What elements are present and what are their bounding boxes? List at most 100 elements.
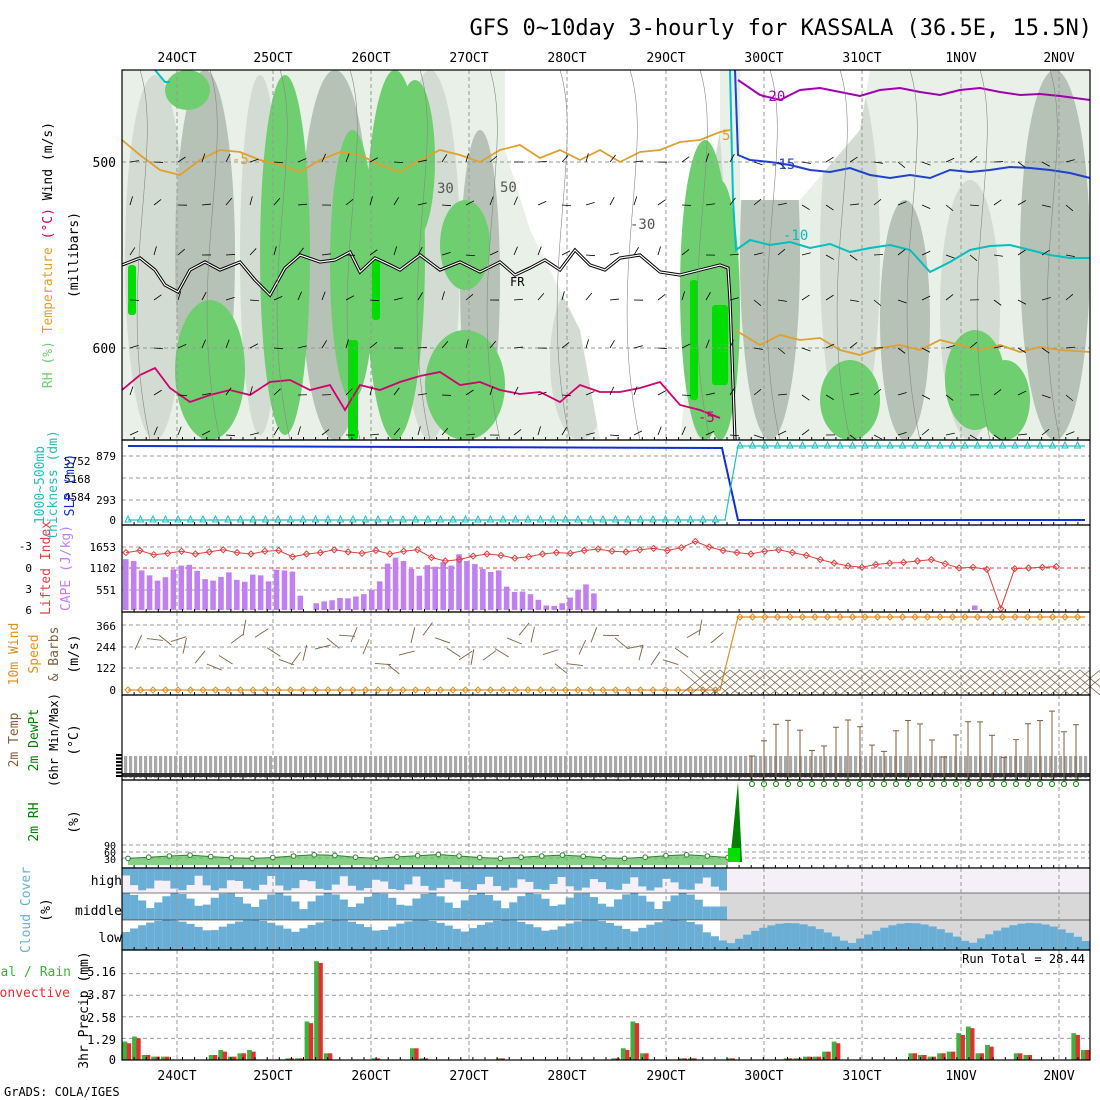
cape-bar — [146, 575, 153, 610]
temp-range-bar — [169, 756, 173, 778]
cloud-high-bar — [686, 868, 695, 890]
wind-barb — [129, 344, 139, 349]
wind-barb — [825, 204, 834, 211]
precip-convective-bar — [375, 1058, 381, 1060]
precip-total-bar — [937, 1053, 942, 1060]
wind-barb — [158, 634, 172, 646]
wind-barb — [1065, 346, 1075, 349]
dewpoint-marker — [1049, 781, 1055, 787]
cloud-high-bar — [444, 868, 453, 880]
thickness-marker — [461, 514, 470, 523]
temp-tick-mark — [116, 768, 122, 770]
li-marker — [636, 546, 644, 554]
dewpoint-marker — [881, 781, 887, 787]
thickness-marker — [174, 514, 182, 523]
li-marker — [261, 547, 269, 555]
wind-barb — [585, 292, 593, 301]
wind-barb — [921, 428, 930, 436]
precip-total-bar — [237, 1053, 243, 1060]
rh-tick: 90 — [104, 841, 116, 852]
thickness-marker — [436, 514, 445, 523]
cloud-high-bar — [138, 868, 147, 891]
temp-range-bar — [989, 756, 993, 778]
cloud-high-bar — [130, 868, 139, 886]
wind-barb — [801, 204, 810, 211]
thickness-marker — [861, 440, 869, 449]
rh-spike — [730, 782, 742, 862]
thickness-tick: 5752 — [64, 455, 91, 468]
wind-barb — [729, 387, 736, 396]
dewpoint-marker — [821, 781, 827, 787]
wind-barb — [633, 386, 638, 396]
precip-convective-bar — [941, 1053, 946, 1060]
cloud-high-bar — [565, 868, 574, 887]
temp-range-bar — [374, 756, 378, 778]
cloud-low-bar — [468, 928, 477, 950]
precip-total-bar — [323, 1053, 329, 1060]
wind-barb — [705, 392, 715, 396]
cloud-high-bar — [154, 868, 163, 881]
wind-barb — [1065, 204, 1074, 212]
cloud-low-bar — [339, 920, 348, 950]
cloud-mid-bar — [444, 902, 453, 920]
cloud-high-bar — [331, 868, 340, 885]
cloud-low-bar — [831, 936, 840, 950]
temp-range-bar — [734, 756, 738, 778]
wind-barb — [849, 342, 858, 349]
temp-range-bar — [579, 756, 583, 778]
wind-barb — [897, 347, 906, 354]
cloud-high-bar — [178, 868, 187, 891]
cloud-high-bar — [404, 868, 413, 885]
temp-range-bar — [149, 756, 153, 778]
temp-range-bar — [134, 756, 138, 778]
cloud-high-bar — [323, 868, 332, 891]
wind-barb — [897, 201, 907, 206]
date-tick-top: 2NOV — [1043, 51, 1074, 66]
rh-shade-green — [330, 130, 375, 400]
wind-barb — [513, 246, 518, 256]
wind-barb — [777, 393, 787, 396]
cloud-low-bar — [969, 942, 978, 950]
cloud-low-bar — [436, 922, 445, 950]
temp-range-bar — [949, 756, 953, 778]
wind-barb — [369, 299, 380, 302]
thickness-marker — [286, 514, 295, 523]
temp-range-bar — [1049, 756, 1053, 778]
temp-range-bar — [999, 756, 1003, 778]
cloud-low-bar — [396, 923, 405, 950]
wind-marker — [399, 686, 407, 694]
cape-tick: 1653 — [90, 541, 117, 554]
wind-barb — [345, 153, 350, 163]
dewpoint-marker — [905, 781, 911, 787]
wind-marker — [773, 613, 782, 621]
temp-range-bar — [1019, 756, 1023, 778]
cloud-high-bar — [501, 868, 510, 891]
cape-bar — [551, 605, 558, 610]
wind-barb — [801, 429, 810, 436]
precip-convective-bar — [816, 1056, 822, 1060]
cloud-mid-bar — [565, 897, 574, 920]
wind-barb — [638, 644, 644, 661]
temp-range-bar — [204, 756, 208, 778]
wind-barb — [494, 648, 509, 658]
wind-barb — [1041, 394, 1051, 399]
temp-range-bar — [354, 756, 358, 778]
cloud-mid-bar — [146, 908, 155, 920]
wind-barb — [393, 427, 401, 436]
cape-bar — [384, 563, 391, 610]
cloud-mid-bar — [194, 905, 203, 920]
cloud-high-bar — [509, 868, 518, 888]
wind-barb — [297, 345, 307, 349]
cape-bar — [448, 565, 454, 610]
cloud-low-bar — [944, 932, 953, 950]
wind-barb — [345, 388, 353, 396]
cloud-low-bar — [178, 921, 187, 950]
date-tick-bottom: 26OCT — [351, 1069, 390, 1084]
wind-barb — [542, 649, 559, 656]
temp-range-bar — [514, 756, 518, 778]
precip-tick: 5.16 — [87, 965, 116, 979]
wind-barb — [633, 430, 643, 436]
wind-marker — [936, 613, 944, 621]
cape-bar — [170, 569, 177, 610]
temp-range-bar — [584, 756, 588, 778]
